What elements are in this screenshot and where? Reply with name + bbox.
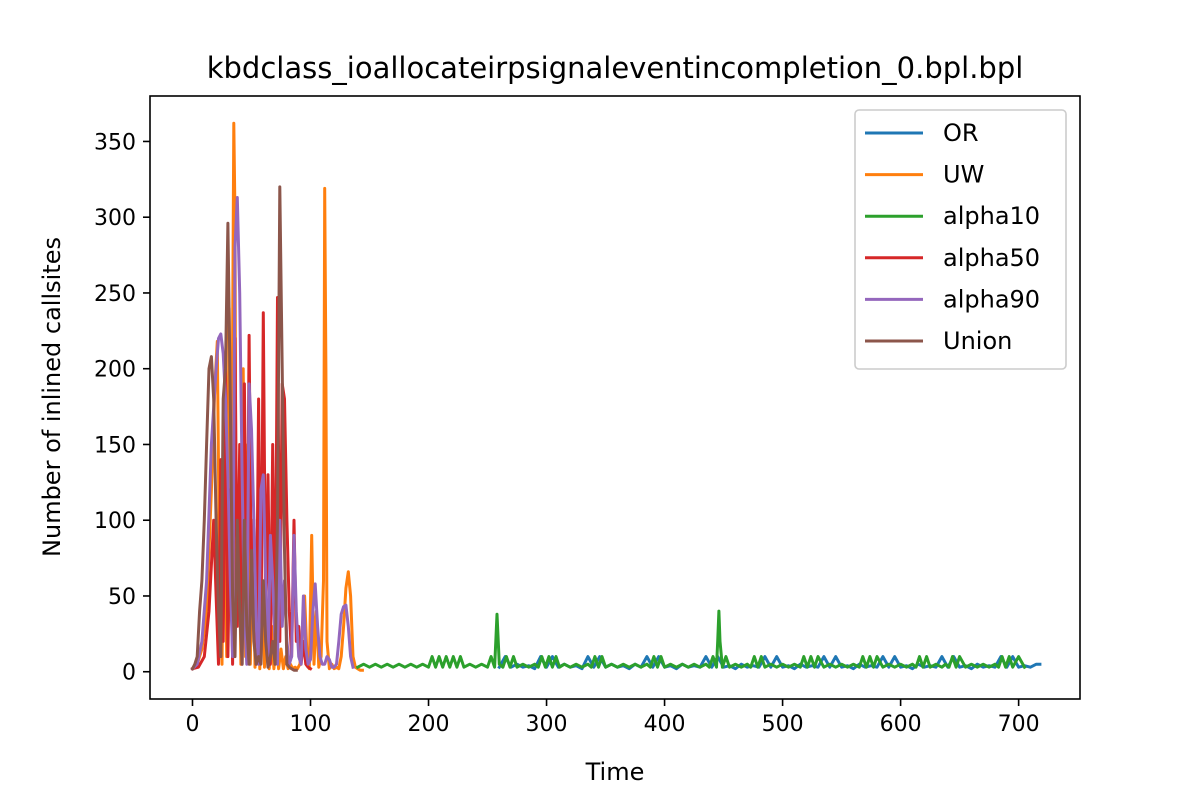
y-tick-label: 100 [94, 509, 136, 534]
y-tick-label: 300 [94, 206, 136, 231]
x-tick-label: 300 [526, 712, 568, 737]
y-tick-label: 200 [94, 358, 136, 383]
x-axis-label: Time [585, 758, 645, 786]
legend-label-union: Union [943, 327, 1012, 355]
legend-label-uw: UW [943, 161, 984, 189]
x-tick-label: 700 [998, 712, 1040, 737]
series-line-union [190, 185, 298, 672]
x-tick-label: 200 [408, 712, 450, 737]
y-tick-label: 250 [94, 282, 136, 307]
x-tick-label: 100 [290, 712, 332, 737]
x-tick-label: 600 [880, 712, 922, 737]
series-layer [190, 121, 1042, 672]
plot-frame [149, 95, 1081, 700]
y-axis-label: Number of inlined callsites [38, 237, 66, 557]
legend-label-or: OR [943, 119, 979, 147]
legend-label-alpha50: alpha50 [943, 244, 1040, 272]
series-line-alpha10 [355, 609, 1027, 670]
x-tick-label: 400 [644, 712, 686, 737]
y-tick-label: 350 [94, 130, 136, 155]
x-tick-label: 0 [185, 712, 199, 737]
legend-label-alpha90: alpha90 [943, 285, 1040, 313]
legend-label-alpha10: alpha10 [943, 202, 1040, 230]
series-group [190, 121, 1042, 672]
y-tick-label: 150 [94, 433, 136, 458]
x-tick-label: 500 [762, 712, 804, 737]
y-tick-label: 50 [108, 585, 136, 610]
y-tick-label: 0 [122, 661, 136, 686]
series-line-alpha90 [190, 196, 355, 671]
x-axis: 0 100 200 300 400 500 600 700 [185, 699, 1040, 737]
legend: OR UW alpha10 alpha50 alpha90 Union [854, 109, 1067, 370]
chart-title: kbdclass_ioallocateirpsignaleventincompl… [207, 51, 1024, 85]
y-axis: 0 50 100 150 200 250 300 350 [94, 130, 150, 686]
